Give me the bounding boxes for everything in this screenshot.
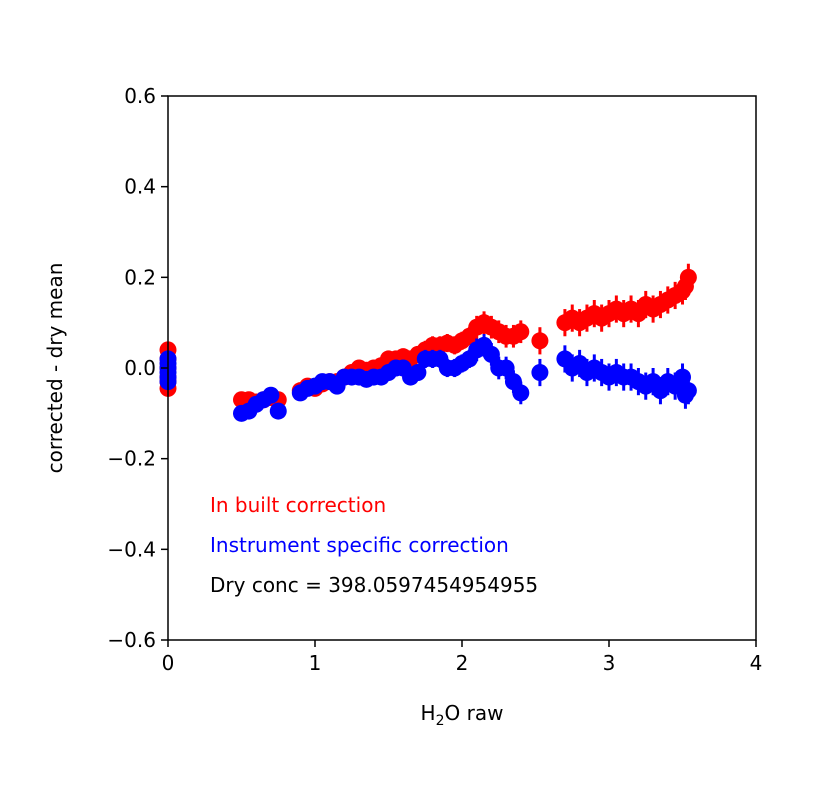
data-point	[482, 345, 500, 363]
ticks-layer: 0 1 2 3 4 −0.6 −0.4 −0.2 0.0 0.2 0.4 0.6	[107, 84, 762, 675]
annotation-0: In built correction	[210, 493, 386, 517]
data-point	[512, 384, 530, 402]
y-tick-label: 0.6	[124, 84, 156, 108]
x-tick-label: 2	[456, 651, 469, 675]
x-tick-label: 3	[603, 651, 616, 675]
y-tick-label: 0.2	[124, 265, 156, 289]
y-tick-label: 0.0	[124, 356, 156, 380]
data-point	[269, 402, 287, 420]
y-tick-label: −0.2	[107, 447, 156, 471]
series-layer	[159, 263, 697, 422]
y-tick-label: 0.4	[124, 175, 156, 199]
data-point	[674, 368, 691, 386]
data-point	[531, 332, 549, 350]
annotations: In built correction Instrument specific c…	[210, 493, 538, 597]
y-axis-label: corrected - dry mean	[43, 263, 67, 474]
y-tick-label: −0.4	[107, 537, 156, 561]
x-axis-label: H2O raw	[421, 701, 504, 729]
x-tick-label: 0	[162, 651, 175, 675]
data-point	[679, 382, 697, 400]
data-point	[679, 268, 697, 286]
annotation-2: Dry conc = 398.0597454954955	[210, 573, 538, 597]
data-point	[409, 364, 427, 382]
x-tick-label: 1	[309, 651, 322, 675]
x-tick-label: 4	[750, 651, 763, 675]
data-point	[497, 359, 515, 377]
data-point	[262, 386, 280, 404]
y-tick-label: −0.6	[107, 628, 156, 652]
annotation-1: Instrument specific correction	[210, 533, 509, 557]
data-point	[512, 323, 530, 341]
data-point	[531, 364, 549, 382]
